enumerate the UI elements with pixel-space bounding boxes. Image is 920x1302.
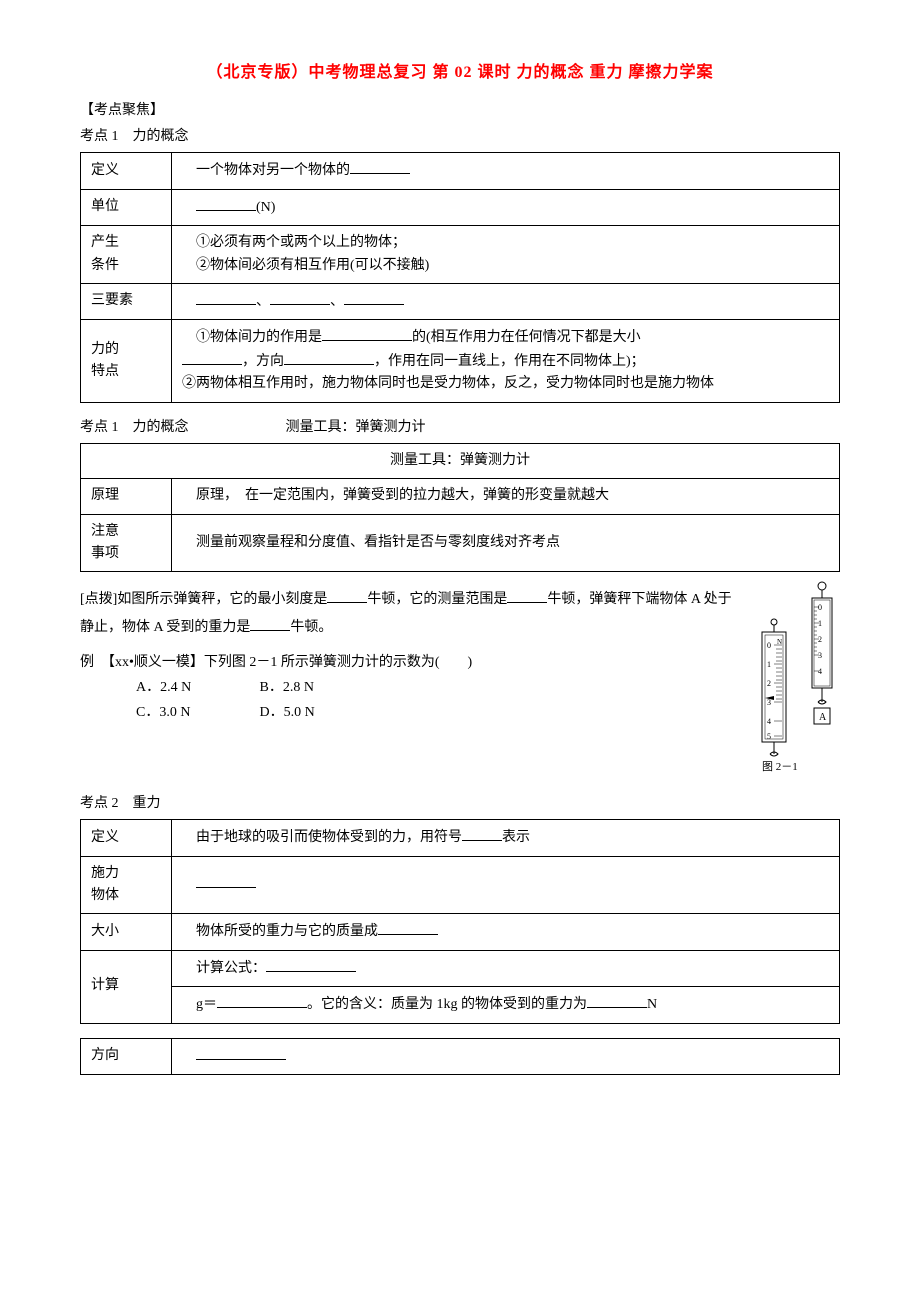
kp2-def-label: 定义: [81, 820, 172, 856]
kp1-feat-3: ②两物体相互作用时，施力物体同时也是受力物体，反之，受力物体同时也是施力物体: [182, 376, 714, 391]
example-choices: A．2.4 N B．2.8 N C．3.0 N D．5.0 N: [136, 675, 840, 725]
kp1-feat-2a: ，方向: [242, 354, 284, 369]
kp2-agent-label: 施力 物体: [81, 856, 172, 914]
kp1-feat-1b: 的(相互作用力在任何情况下都是大小: [412, 330, 641, 345]
kp2-heading: 考点 2 重力: [80, 793, 840, 815]
kp1-def-label: 定义: [81, 153, 172, 189]
focus-header: 【考点聚焦】: [80, 100, 840, 122]
blank: [250, 616, 290, 631]
kp2-dir-table: 方向: [80, 1038, 840, 1075]
choice-d: D．5.0 N: [260, 700, 380, 725]
blank: [327, 588, 367, 603]
kp1-three-cell: 、、: [172, 283, 840, 319]
kp1-cond-cell: ①必须有两个或两个以上的物体； ②物体间必须有相互作用(可以不接触): [172, 226, 840, 284]
svg-text:4: 4: [767, 717, 771, 726]
kp1b-heading-row: 考点 1 力的概念 测量工具：弹簧测力计: [80, 417, 840, 439]
blank: [284, 350, 374, 365]
kp2-calc-label: 计算: [81, 950, 172, 1023]
kp1b-tool-side: 测量工具：弹簧测力计: [286, 420, 426, 435]
kp1b-note-cell: 测量前观察量程和分度值、看指针是否与零刻度线对齐考点: [172, 514, 840, 572]
kp2-def-pre: 由于地球的吸引而使物体受到的力，用符号: [196, 830, 462, 845]
kp2-dir-label: 方向: [81, 1038, 172, 1074]
kp1-def-text: 一个物体对另一个物体的: [196, 163, 350, 178]
kp1-heading: 考点 1 力的概念: [80, 126, 840, 148]
blank: [217, 993, 307, 1008]
dianbo-suf: 牛顿。: [290, 620, 332, 635]
kp2-agent-cell: [172, 856, 840, 914]
kp1-unit-label: 单位: [81, 189, 172, 225]
kp1-feat-2b: ，作用在同一直线上，作用在不同物体上)；: [374, 354, 645, 369]
kp2-calc-g-cell: g＝ 。它的含义：质量为 1kg 的物体受到的重力为 N: [172, 987, 840, 1023]
kp1b-tool-header: 测量工具：弹簧测力计: [81, 443, 840, 478]
page-title: （北京专版）中考物理总复习 第 02 课时 力的概念 重力 摩擦力学案: [80, 60, 840, 86]
blank: [507, 588, 547, 603]
dianbo-pre: [点拨]如图所示弹簧秤，它的最小刻度是: [80, 592, 327, 607]
spring-figures: 0 1 2 3 4 A N 0: [750, 580, 840, 788]
blank: [378, 920, 438, 935]
blank: [344, 290, 404, 305]
kp1b-heading: 考点 1 力的概念: [80, 420, 189, 435]
svg-text:3: 3: [767, 698, 771, 707]
dianbo-mid1: 牛顿，它的测量范围是: [367, 592, 507, 607]
kp2-calc-g-pre: g＝: [196, 997, 217, 1012]
kp2-calc-g-mid: 。它的含义：质量为 1kg 的物体受到的重力为: [307, 997, 587, 1012]
svg-text:0: 0: [767, 641, 771, 650]
blank: [196, 196, 256, 211]
blank: [266, 957, 356, 972]
svg-text:2: 2: [767, 679, 771, 688]
kp1-table: 定义 一个物体对另一个物体的 单位 (N) 产生 条件 ①必须有两个或两个以上的…: [80, 152, 840, 402]
kp2-table: 定义 由于地球的吸引而使物体受到的力，用符号 表示 施力 物体 大小 物体所受的重…: [80, 819, 840, 1023]
kp2-size-pre: 物体所受的重力与它的质量成: [196, 924, 378, 939]
blank: [587, 993, 647, 1008]
blank: [322, 326, 412, 341]
kp1-feat-1a: ①物体间力的作用是: [196, 330, 322, 345]
kp2-calc-formula: 计算公式：: [196, 961, 266, 976]
kp2-def-suf: 表示: [502, 830, 530, 845]
blank: [196, 290, 256, 305]
blank: [462, 826, 502, 841]
svg-text:5: 5: [767, 732, 771, 741]
svg-text:3: 3: [818, 651, 822, 660]
svg-text:0: 0: [818, 603, 822, 612]
kp1-feat-label: 力的 特点: [81, 320, 172, 402]
blank: [196, 1045, 286, 1060]
kp1-cond-2: ②物体间必须有相互作用(可以不接触): [196, 258, 429, 273]
block-a-label: A: [819, 712, 827, 723]
choice-b: B．2.8 N: [260, 675, 380, 700]
kp1b-table: 测量工具：弹簧测力计 原理 原理， 在一定范围内，弹簧受到的拉力越大，弹簧的形变…: [80, 443, 840, 573]
example-block: 例 【xx•顺义一模】下列图 2－1 所示弹簧测力计的示数为( ) A．2.4 …: [80, 652, 840, 725]
kp1-three-label: 三要素: [81, 283, 172, 319]
kp2-size-cell: 物体所受的重力与它的质量成: [172, 914, 840, 950]
svg-text:4: 4: [818, 667, 822, 676]
kp1-unit-suffix: (N): [256, 200, 275, 215]
kp2-dir-cell: [172, 1038, 840, 1074]
svg-text:1: 1: [818, 619, 822, 628]
blank: [270, 290, 330, 305]
svg-text:2: 2: [818, 635, 822, 644]
kp1b-principle-text: 原理， 在一定范围内，弹簧受到的拉力越大，弹簧的形变量就越大: [196, 488, 609, 503]
blank: [196, 873, 256, 888]
dianbo-paragraph: [点拨]如图所示弹簧秤，它的最小刻度是牛顿，它的测量范围是牛顿，弹簧秤下端物体 …: [80, 586, 840, 642]
choice-a: A．2.4 N: [136, 675, 256, 700]
example-stem: 例 【xx•顺义一模】下列图 2－1 所示弹簧测力计的示数为( ): [80, 652, 840, 674]
kp1-cond-label: 产生 条件: [81, 226, 172, 284]
kp2-calc-formula-cell: 计算公式：: [172, 950, 840, 986]
kp1b-principle-cell: 原理， 在一定范围内，弹簧受到的拉力越大，弹簧的形变量就越大: [172, 479, 840, 514]
kp1b-note-text: 测量前观察量程和分度值、看指针是否与零刻度线对齐考点: [196, 535, 560, 550]
kp1-cond-1: ①必须有两个或两个以上的物体；: [196, 235, 406, 250]
kp1b-principle-label: 原理: [81, 479, 172, 514]
kp1-feat-cell: ①物体间力的作用是 的(相互作用力在任何情况下都是大小 ，方向 ，作用在同一直线上，…: [172, 320, 840, 402]
kp2-def-cell: 由于地球的吸引而使物体受到的力，用符号 表示: [172, 820, 840, 856]
kp2-size-label: 大小: [81, 914, 172, 950]
blank: [182, 350, 242, 365]
kp2-calc-g-suf: N: [647, 997, 657, 1012]
blank: [350, 159, 410, 174]
kp1b-note-label: 注意 事项: [81, 514, 172, 572]
kp1-unit-cell: (N): [172, 189, 840, 225]
choice-c: C．3.0 N: [136, 700, 256, 725]
svg-text:1: 1: [767, 660, 771, 669]
kp1-def-cell: 一个物体对另一个物体的: [172, 153, 840, 189]
fig-2-1-label: 图 2－1: [762, 760, 798, 773]
